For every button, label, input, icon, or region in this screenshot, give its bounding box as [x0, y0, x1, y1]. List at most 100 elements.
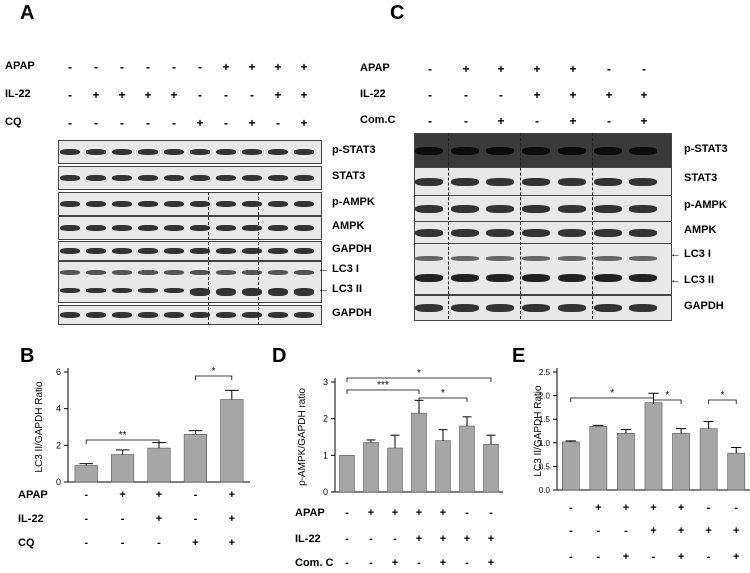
panel-c-sign: +: [640, 114, 648, 128]
significance-label: *: [665, 390, 669, 401]
significance-label: **: [119, 430, 127, 441]
panel-a-sign: -: [68, 116, 72, 130]
blot-band: [268, 225, 288, 231]
condition-sign: -: [84, 489, 88, 501]
panel-a-blot: [58, 261, 322, 303]
blot-band: [112, 225, 132, 231]
panel-a-cond-label: APAP: [5, 60, 35, 72]
blot-band: [558, 274, 586, 282]
panel-a-sign: +: [92, 88, 100, 102]
condition-sign: -: [734, 502, 738, 514]
blot-band: [138, 175, 158, 181]
panel-c-blot: [414, 133, 672, 169]
panel-c-cond-label: Com.C: [360, 114, 396, 126]
panel-c-blot: [414, 195, 672, 223]
condition-sign: -: [465, 507, 469, 519]
panel-a-blot-label: p-STAT3: [332, 144, 376, 156]
y-tick-label: 2: [56, 440, 61, 450]
blot-band: [190, 149, 210, 155]
condition-sign: +: [650, 525, 656, 537]
y-tick-label: 0: [56, 477, 61, 487]
blot-band: [268, 248, 288, 254]
condition-sign: +: [705, 525, 711, 537]
blot-band: [268, 312, 288, 318]
blot-band: [594, 256, 622, 261]
panel-a-sign: -: [172, 60, 176, 74]
blot-band: [629, 178, 657, 186]
blot-band: [216, 149, 236, 155]
panel-label-e: E: [512, 345, 526, 367]
blot-band: [486, 274, 514, 282]
condition-sign: -: [84, 513, 88, 525]
panel-a-sign: -: [120, 60, 124, 74]
lane-separator: [592, 133, 593, 319]
significance-bracket: [653, 399, 682, 404]
condition-sign: -: [707, 551, 711, 563]
bar: [644, 402, 663, 491]
blot-band: [112, 270, 132, 275]
significance-label: *: [610, 388, 614, 399]
condition-sign: +: [392, 507, 398, 519]
panel-a-sign: +: [196, 116, 204, 130]
condition-sign: +: [678, 502, 684, 514]
condition-sign: +: [156, 513, 162, 525]
panel-c-blot-label: GAPDH: [684, 300, 724, 312]
condition-label: IL-22: [295, 533, 321, 545]
condition-sign: +: [650, 502, 656, 514]
panel-a-sign: -: [276, 116, 280, 130]
panel-a-sign: +: [118, 88, 126, 102]
significance-label: *: [417, 368, 421, 379]
panel-c-sign: +: [533, 62, 541, 76]
blot-band: [486, 147, 514, 155]
lane-separator: [448, 133, 449, 319]
panel-c-blot: [414, 167, 672, 197]
panel-c-sign: +: [569, 88, 577, 102]
bar: [339, 455, 355, 493]
panel-a-sign: +: [300, 88, 308, 102]
condition-sign: +: [156, 489, 162, 501]
blot-band: [629, 304, 657, 312]
panel-a-sign: +: [274, 60, 282, 74]
condition-sign: -: [465, 557, 469, 569]
blot-band: [558, 147, 586, 155]
panel-a-sign: -: [198, 60, 202, 74]
panel-a-sign: +: [222, 60, 230, 74]
blot-band: [60, 312, 80, 318]
blot-band: [486, 256, 514, 261]
blot-band: [594, 205, 622, 213]
blot-band: [164, 175, 184, 181]
blot-band: [451, 205, 479, 213]
condition-sign: -: [624, 525, 628, 537]
blot-band: [629, 205, 657, 213]
blot-band: [112, 201, 132, 207]
blot-band: [558, 229, 586, 237]
blot-band: [138, 312, 158, 318]
blot-band: [112, 312, 132, 318]
panel-c-sign: -: [428, 62, 432, 76]
blot-band: [294, 270, 314, 275]
blot-band: [190, 270, 210, 275]
significance-bracket: [346, 377, 492, 382]
panel-a-sign: +: [170, 88, 178, 102]
blot-band: [486, 205, 514, 213]
significance-label: ***: [377, 380, 389, 391]
condition-sign: -: [121, 537, 125, 549]
panel-c-sign: +: [497, 114, 505, 128]
bar: [561, 441, 580, 491]
blot-band: [415, 304, 443, 312]
significance-label: *: [441, 388, 445, 399]
panel-a-sign: -: [68, 60, 72, 74]
bar: [147, 447, 171, 483]
condition-sign: -: [569, 551, 573, 563]
blot-band: [522, 147, 550, 155]
blot-band: [112, 175, 132, 181]
condition-sign: +: [623, 502, 629, 514]
condition-sign: -: [597, 551, 601, 563]
panel-a-blot: [58, 241, 322, 261]
blot-band: [268, 149, 288, 155]
condition-label: CQ: [18, 537, 35, 549]
blot-band: [60, 149, 80, 155]
y-tick-label: 0.5: [539, 462, 551, 471]
